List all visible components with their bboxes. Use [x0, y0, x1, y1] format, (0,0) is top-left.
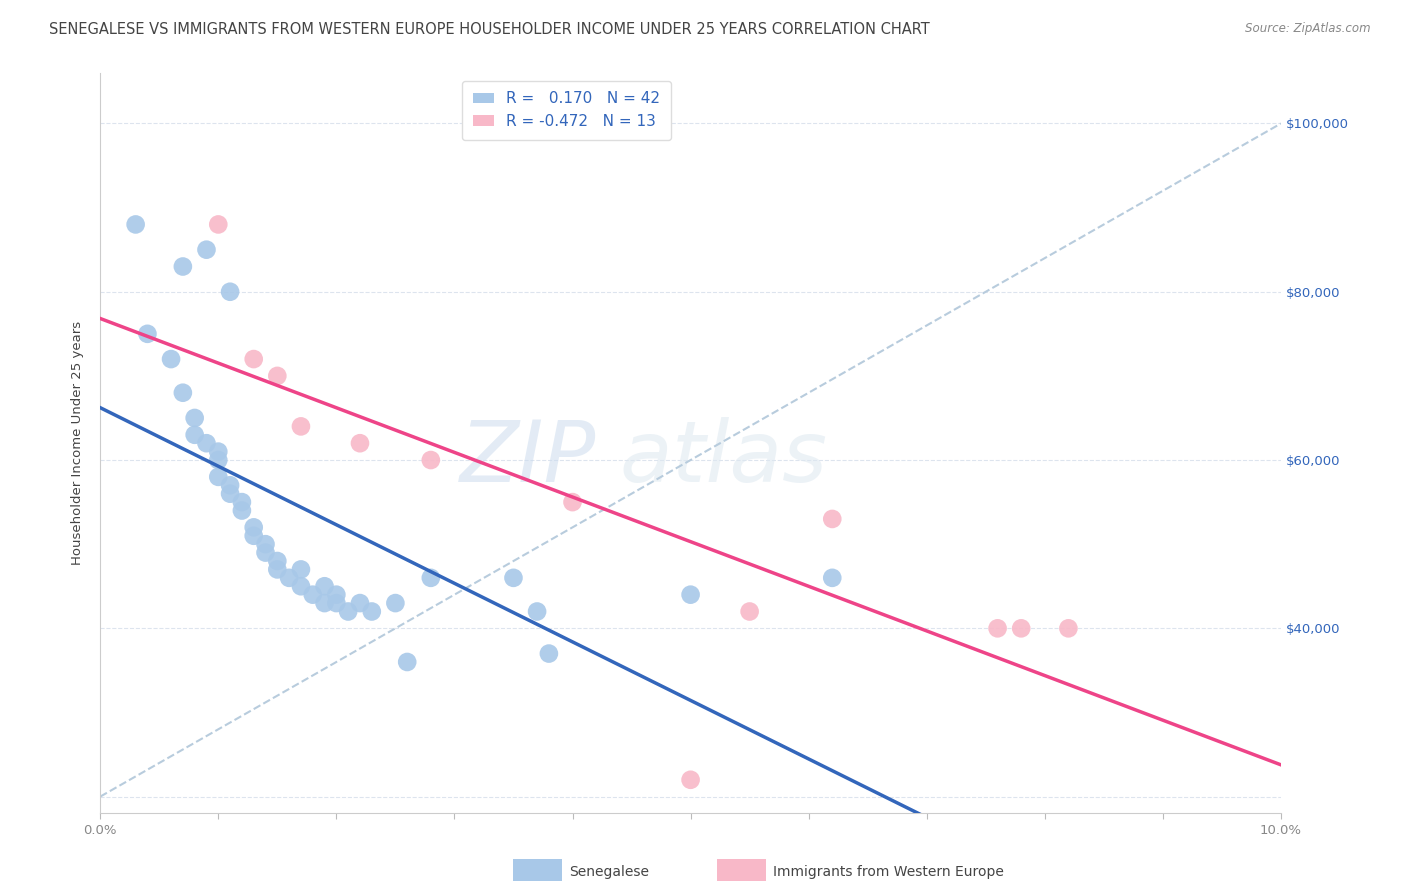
Text: SENEGALESE VS IMMIGRANTS FROM WESTERN EUROPE HOUSEHOLDER INCOME UNDER 25 YEARS C: SENEGALESE VS IMMIGRANTS FROM WESTERN EU… [49, 22, 929, 37]
Point [396, 655, 419, 669]
Point [136, 326, 159, 341]
Point [219, 285, 242, 299]
Point [349, 596, 371, 610]
Point [254, 546, 277, 560]
Point [337, 605, 360, 619]
Point [278, 571, 301, 585]
Point [160, 352, 183, 367]
Text: Senegalese: Senegalese [569, 865, 650, 880]
Point [526, 605, 548, 619]
Point [290, 562, 312, 576]
Point [419, 453, 441, 467]
Point [207, 470, 229, 484]
Point [349, 436, 371, 450]
Point [172, 385, 194, 400]
Text: Source: ZipAtlas.com: Source: ZipAtlas.com [1246, 22, 1371, 36]
Point [207, 444, 229, 458]
Point [738, 605, 761, 619]
Point [360, 605, 382, 619]
Point [207, 218, 229, 232]
Point [231, 495, 253, 509]
Point [207, 453, 229, 467]
Point [384, 596, 406, 610]
Point [325, 588, 347, 602]
Text: atlas: atlas [620, 417, 828, 500]
Point [242, 520, 264, 534]
Point [1010, 621, 1032, 635]
Point [561, 495, 583, 509]
Point [183, 427, 205, 442]
Point [821, 512, 844, 526]
Point [242, 352, 264, 367]
Point [325, 596, 347, 610]
Point [172, 260, 194, 274]
Point [266, 368, 288, 383]
Point [195, 436, 218, 450]
Point [314, 596, 336, 610]
Point [502, 571, 524, 585]
Point [219, 486, 242, 500]
Point [301, 588, 323, 602]
Point [821, 571, 844, 585]
Point [254, 537, 277, 551]
Point [290, 419, 312, 434]
Legend: R =   0.170   N = 42, R = -0.472   N = 13: R = 0.170 N = 42, R = -0.472 N = 13 [463, 80, 671, 140]
Point [987, 621, 1010, 635]
Point [195, 243, 218, 257]
Text: ZIP: ZIP [460, 417, 596, 500]
Point [242, 529, 264, 543]
Point [266, 562, 288, 576]
Point [537, 647, 560, 661]
Point [290, 579, 312, 593]
Point [314, 579, 336, 593]
Point [219, 478, 242, 492]
Point [231, 503, 253, 517]
Point [679, 772, 702, 787]
Point [124, 218, 146, 232]
Point [419, 571, 441, 585]
Y-axis label: Householder Income Under 25 years: Householder Income Under 25 years [72, 321, 84, 566]
Point [266, 554, 288, 568]
Text: Immigrants from Western Europe: Immigrants from Western Europe [773, 865, 1004, 880]
Point [679, 588, 702, 602]
Point [1057, 621, 1080, 635]
Point [183, 411, 205, 425]
